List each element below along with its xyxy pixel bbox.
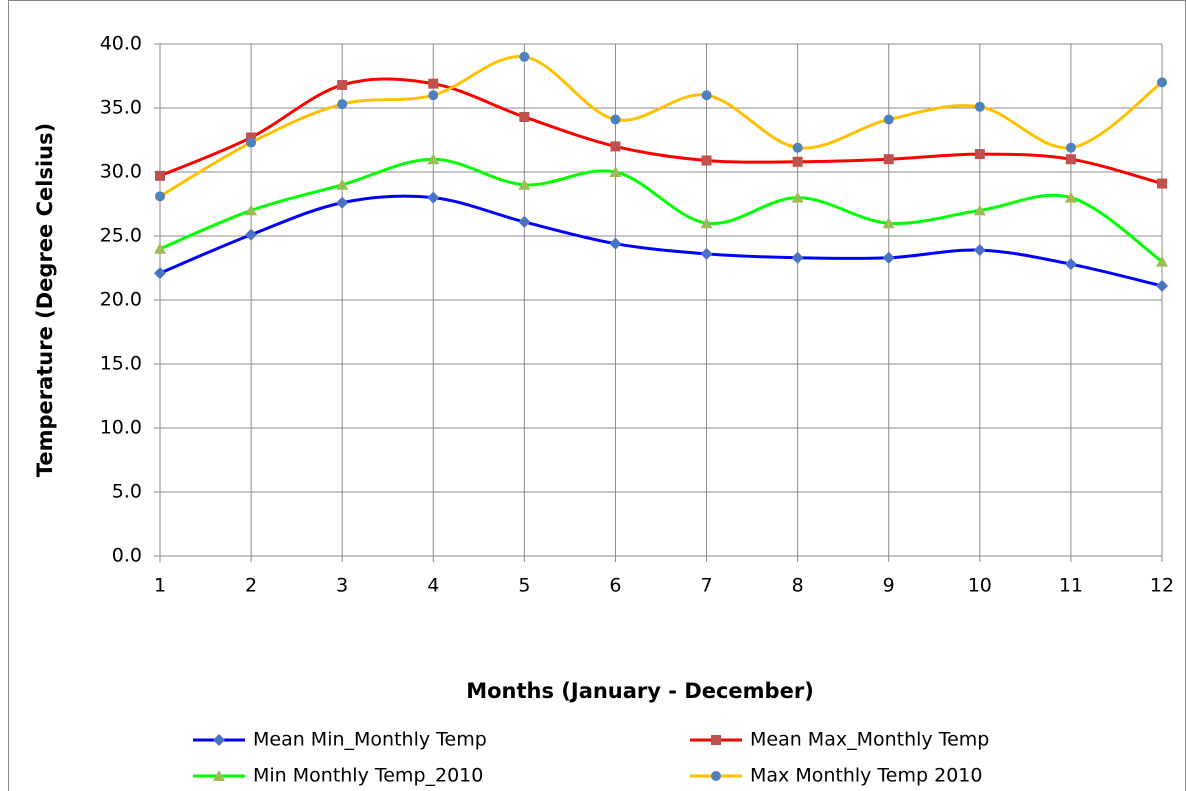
legend-label: Min Monthly Temp_2010 xyxy=(253,765,483,787)
marker xyxy=(609,237,622,250)
marker xyxy=(610,114,621,125)
marker xyxy=(245,204,258,216)
marker xyxy=(883,114,894,125)
marker xyxy=(519,51,530,62)
marker xyxy=(336,178,349,190)
y-tick-label: 15.0 xyxy=(100,353,142,375)
marker xyxy=(1157,178,1167,189)
marker xyxy=(213,734,225,746)
x-tick-label: 8 xyxy=(792,575,804,597)
series-line xyxy=(159,157,1163,263)
legend-label: Mean Min_Monthly Temp xyxy=(253,729,487,751)
series-line xyxy=(159,55,1163,198)
marker xyxy=(246,132,257,143)
x-tick-label: 7 xyxy=(700,575,712,597)
marker xyxy=(1064,258,1077,271)
marker xyxy=(428,78,439,89)
marker xyxy=(882,251,895,264)
series-line xyxy=(159,77,1163,185)
y-tick-label: 35.0 xyxy=(100,97,142,119)
x-tick-label: 2 xyxy=(245,575,257,597)
marker xyxy=(337,99,348,110)
x-tick-label: 12 xyxy=(1150,575,1174,597)
marker xyxy=(155,170,165,181)
marker xyxy=(792,156,803,167)
y-tick-label: 40.0 xyxy=(100,33,142,55)
marker xyxy=(336,196,349,209)
legend-label: Max Monthly Temp 2010 xyxy=(750,765,982,787)
legend-label: Mean Max_Monthly Temp xyxy=(750,729,989,751)
marker xyxy=(974,149,985,160)
y-tick-label: 25.0 xyxy=(100,225,142,247)
marker xyxy=(700,247,713,260)
marker xyxy=(1065,142,1076,153)
y-tick-label: 20.0 xyxy=(100,289,142,311)
marker xyxy=(213,770,225,781)
marker xyxy=(973,204,986,216)
x-tick-label: 5 xyxy=(518,575,530,597)
marker xyxy=(791,191,804,203)
marker xyxy=(1064,191,1077,203)
marker xyxy=(427,191,440,204)
marker xyxy=(427,153,440,165)
series-line xyxy=(159,194,1163,288)
x-tick-label: 10 xyxy=(968,575,992,597)
marker xyxy=(337,79,348,90)
marker xyxy=(883,154,894,165)
marker xyxy=(1157,77,1167,88)
marker xyxy=(974,101,985,112)
marker xyxy=(154,242,166,254)
marker xyxy=(519,111,530,122)
marker xyxy=(518,215,531,228)
marker xyxy=(1156,255,1168,267)
x-tick-label: 4 xyxy=(427,575,439,597)
marker xyxy=(610,141,621,152)
marker xyxy=(155,191,165,202)
marker xyxy=(792,142,803,153)
marker xyxy=(711,735,721,745)
marker xyxy=(882,217,895,229)
marker xyxy=(973,244,986,257)
y-axis-title: Temperature (Degree Celsius) xyxy=(33,123,57,477)
marker xyxy=(701,155,712,166)
y-tick-label: 0.0 xyxy=(112,545,142,567)
marker xyxy=(609,166,622,177)
marker xyxy=(154,267,166,280)
y-tick-label: 10.0 xyxy=(100,417,142,439)
marker xyxy=(428,90,439,101)
x-axis-title: Months (January - December) xyxy=(466,679,814,703)
marker xyxy=(1156,279,1168,292)
marker xyxy=(700,217,713,229)
x-tick-label: 6 xyxy=(609,575,621,597)
marker xyxy=(701,90,712,101)
marker xyxy=(518,178,531,190)
y-tick-label: 30.0 xyxy=(100,161,142,183)
x-tick-label: 9 xyxy=(883,575,895,597)
marker xyxy=(711,771,721,781)
x-tick-label: 1 xyxy=(154,575,166,597)
x-tick-label: 11 xyxy=(1059,575,1083,597)
y-tick-label: 5.0 xyxy=(112,481,142,503)
marker xyxy=(245,228,258,241)
marker xyxy=(791,251,804,264)
marker xyxy=(1065,154,1076,165)
marker xyxy=(246,137,257,148)
x-tick-label: 3 xyxy=(336,575,348,597)
